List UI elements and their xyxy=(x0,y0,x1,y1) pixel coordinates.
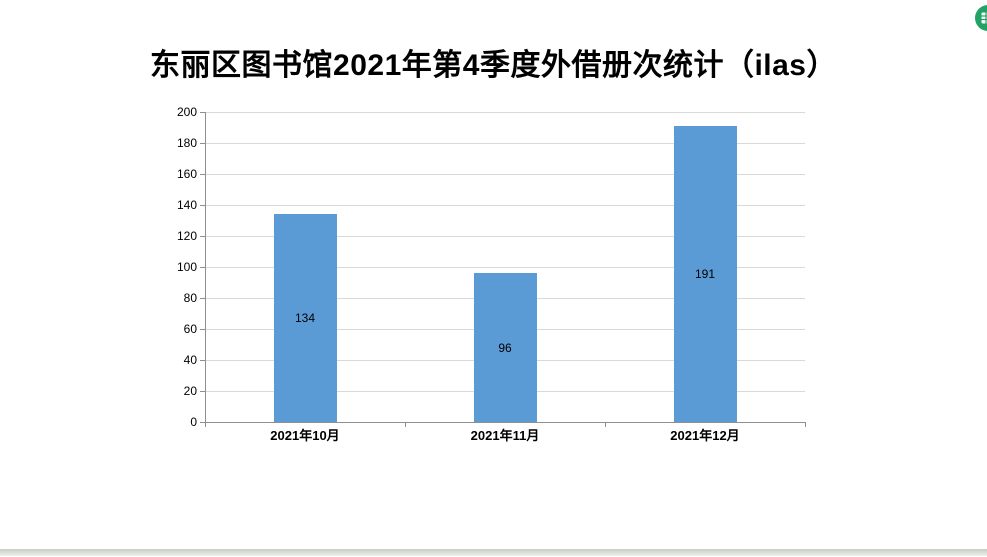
y-axis-tick-label: 60 xyxy=(183,322,197,336)
y-axis-tick xyxy=(200,143,205,144)
gridline xyxy=(206,236,805,237)
y-axis-tick xyxy=(200,360,205,361)
y-axis-tick-label: 40 xyxy=(183,353,197,367)
bar-value-label: 191 xyxy=(694,267,716,281)
bar[interactable] xyxy=(674,126,737,422)
chart-title: 东丽区图书馆2021年第4季度外借册次统计（ilas） xyxy=(150,49,837,82)
bar[interactable] xyxy=(274,214,337,422)
y-axis-tick-label: 140 xyxy=(176,198,197,212)
y-axis-tick xyxy=(200,174,205,175)
y-axis-tick xyxy=(200,205,205,206)
gridline xyxy=(206,143,805,144)
gridline xyxy=(206,205,805,206)
x-axis-tick-label: 2021年12月 xyxy=(670,428,740,443)
y-axis-tick-label: 100 xyxy=(176,260,197,274)
bar-value-label: 96 xyxy=(498,341,512,355)
gridline xyxy=(206,174,805,175)
x-axis-tick xyxy=(405,423,406,427)
y-axis-tick-label: 120 xyxy=(176,229,197,243)
y-axis-tick-label: 160 xyxy=(176,167,197,181)
x-axis-tick-label: 2021年10月 xyxy=(270,428,340,443)
y-axis-tick xyxy=(200,267,205,268)
x-axis-tick xyxy=(605,423,606,427)
y-axis-tick xyxy=(200,236,205,237)
y-axis-tick-label: 200 xyxy=(176,105,197,119)
x-axis-tick-label: 2021年11月 xyxy=(470,428,540,443)
x-axis-line xyxy=(205,422,806,423)
y-axis-line xyxy=(205,112,206,426)
y-axis-tick xyxy=(200,422,205,423)
horizontal-scrollbar-track[interactable] xyxy=(0,549,987,556)
y-axis-tick xyxy=(200,298,205,299)
spreadsheet-icon[interactable] xyxy=(974,4,987,32)
x-axis-tick xyxy=(805,423,806,427)
y-axis-tick-label: 180 xyxy=(176,136,197,150)
y-axis-tick-label: 80 xyxy=(183,291,197,305)
y-axis-tick-label: 0 xyxy=(190,415,197,429)
bar-value-label: 134 xyxy=(294,311,316,325)
gridline xyxy=(206,267,805,268)
bar[interactable] xyxy=(474,273,537,422)
y-axis-tick xyxy=(200,329,205,330)
x-axis-tick xyxy=(205,423,206,427)
y-axis-tick xyxy=(200,112,205,113)
gridline xyxy=(206,112,805,113)
y-axis-tick-label: 20 xyxy=(183,384,197,398)
y-axis-tick xyxy=(200,391,205,392)
